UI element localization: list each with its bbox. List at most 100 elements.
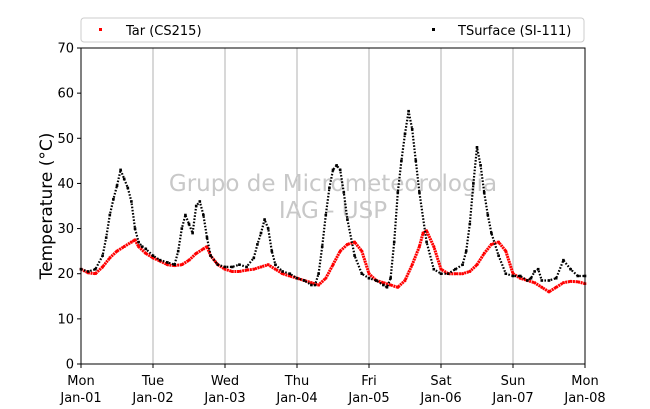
y-axis-ticks: 0 10 20 30 40 50 60 70 — [57, 42, 81, 373]
data-point — [187, 222, 191, 226]
data-point — [288, 272, 292, 276]
data-point — [389, 276, 392, 280]
x-tick-day-4: Fri — [361, 374, 377, 389]
data-point — [320, 245, 324, 248]
data-point — [425, 229, 428, 233]
data-point — [86, 270, 90, 273]
data-point — [202, 247, 205, 251]
data-point — [108, 256, 112, 260]
data-point — [403, 132, 407, 136]
data-point — [180, 227, 184, 230]
data-point — [475, 263, 479, 266]
data-point — [414, 159, 418, 163]
y-tick-label-30: 30 — [57, 222, 74, 237]
data-point — [205, 236, 209, 239]
data-point — [367, 272, 371, 276]
data-point — [230, 270, 234, 273]
y-tick-label-50: 50 — [57, 132, 74, 147]
data-point — [511, 274, 515, 278]
data-point — [338, 168, 342, 172]
data-point — [266, 227, 270, 230]
data-point — [302, 279, 306, 282]
x-tick-day-6: Sun — [501, 374, 526, 389]
data-point — [540, 285, 544, 289]
data-point — [360, 249, 364, 253]
data-point — [533, 270, 536, 273]
x-tick-day-3: Thu — [284, 374, 309, 389]
data-point — [392, 240, 396, 244]
data-point — [353, 240, 356, 244]
data-point — [230, 265, 234, 269]
data-point — [140, 245, 144, 248]
data-point — [526, 279, 529, 282]
data-point — [382, 283, 385, 287]
data-point — [115, 249, 119, 253]
data-point — [252, 256, 256, 260]
data-point — [263, 218, 266, 221]
data-point — [137, 240, 140, 244]
data-point — [374, 279, 378, 282]
data-point — [562, 258, 565, 262]
data-point — [396, 191, 400, 194]
legend-marker-tsurface — [432, 28, 435, 31]
data-point — [439, 267, 443, 271]
data-point — [173, 263, 176, 266]
data-point — [482, 191, 486, 194]
data-point — [223, 267, 227, 271]
data-point — [151, 254, 155, 257]
legend-label-tar: Tar (CS215) — [125, 24, 202, 39]
x-tick-day-7: Mon — [571, 374, 598, 389]
data-point — [382, 281, 385, 285]
x-tick-day-0: Mon — [67, 374, 94, 389]
data-point — [335, 164, 338, 167]
data-point — [403, 279, 407, 282]
series-0 — [79, 229, 587, 294]
data-series — [79, 109, 587, 294]
data-point — [133, 227, 137, 230]
data-point — [270, 249, 274, 253]
data-point — [310, 281, 313, 285]
y-tick-label-60: 60 — [57, 87, 74, 102]
x-tick-date-7: Jan-08 — [563, 391, 605, 406]
data-point — [421, 231, 425, 235]
plot-frame — [80, 47, 586, 365]
data-point — [166, 263, 169, 266]
data-point — [176, 249, 180, 253]
data-point — [310, 283, 313, 287]
data-point — [479, 164, 482, 167]
y-tick-label-10: 10 — [57, 312, 74, 327]
data-point — [328, 186, 331, 190]
data-point — [432, 245, 436, 248]
data-point — [400, 159, 403, 163]
data-point — [410, 127, 414, 131]
data-point — [490, 243, 493, 246]
data-point — [475, 146, 479, 149]
data-point — [482, 252, 486, 255]
data-point — [389, 283, 392, 287]
data-point — [497, 240, 500, 244]
data-point — [184, 213, 187, 217]
data-point — [385, 285, 389, 289]
data-point — [540, 279, 544, 282]
data-point — [194, 204, 198, 208]
data-point — [324, 276, 328, 280]
data-point — [94, 267, 97, 271]
data-point — [108, 213, 112, 217]
data-point — [418, 191, 421, 194]
data-point — [187, 258, 191, 262]
data-point — [346, 243, 349, 246]
data-point — [137, 245, 140, 248]
x-tick-date-0: Jan-01 — [59, 391, 101, 406]
data-point — [569, 280, 572, 283]
data-point — [130, 200, 133, 203]
data-point — [205, 245, 209, 248]
data-point — [410, 263, 414, 266]
data-point — [518, 274, 522, 278]
data-point — [144, 252, 148, 255]
data-point — [317, 283, 320, 287]
data-point — [504, 249, 508, 253]
data-point — [529, 276, 533, 280]
data-point — [536, 267, 540, 271]
data-point — [191, 231, 194, 235]
